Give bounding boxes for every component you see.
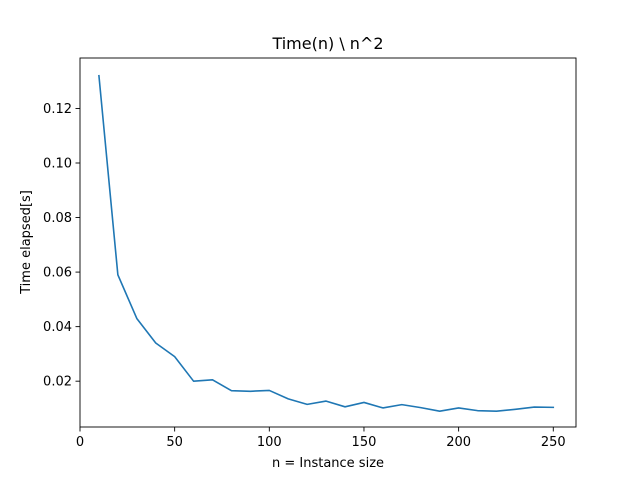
x-axis-label: n = Instance size [272,456,384,471]
plot-area: 0 50 100 150 200 250 0.02 0.04 0.06 0.08 0.10 0.12 [43,57,577,450]
y-tick-label: 0.08 [43,211,72,226]
y-tick-label: 0.06 [43,266,72,281]
plot-frame [79,57,577,428]
y-tick-label: 0.12 [43,102,72,117]
x-tick-label: 50 [166,435,183,450]
x-tick-label: 250 [541,435,566,450]
chart-title: Time(n) \ n^2 [271,34,383,53]
x-tick-label: 100 [257,435,282,450]
x-tick-label: 0 [76,435,84,450]
y-tick-label: 0.10 [43,157,72,172]
x-tick-label: 200 [446,435,471,450]
x-tick-label: 150 [352,435,377,450]
y-tick-label: 0.04 [43,320,72,335]
y-tick-label: 0.02 [43,375,72,390]
y-axis-label: Time elapsed[s] [19,190,34,295]
series-line-0 [98,74,555,412]
